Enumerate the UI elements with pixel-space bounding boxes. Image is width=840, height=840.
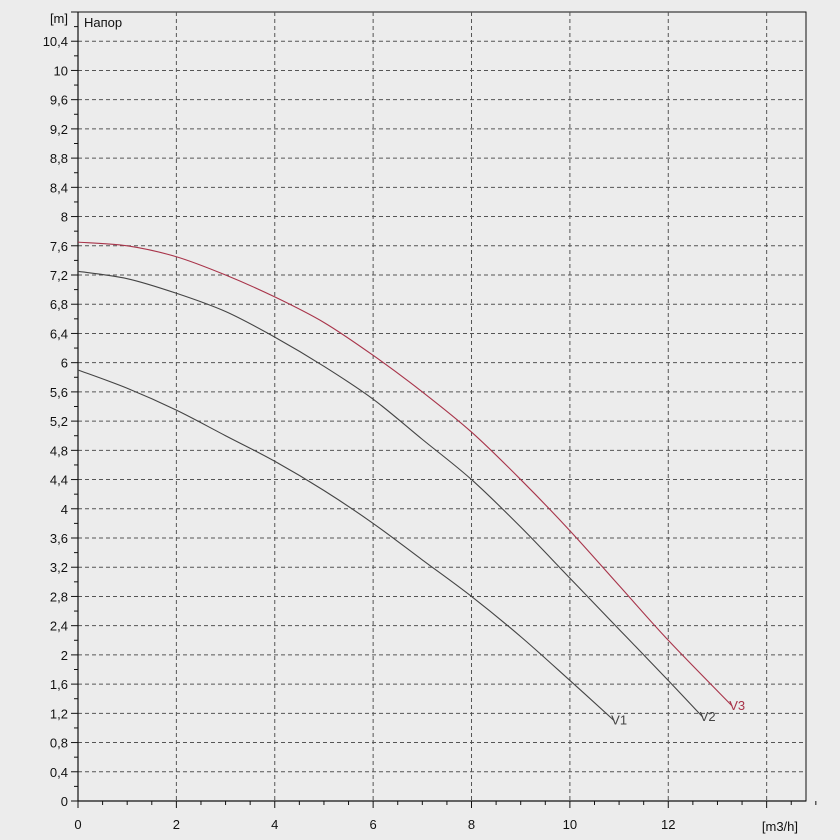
y-tick-label: 6,4 (50, 326, 68, 341)
chart-title: Напор (84, 15, 122, 30)
series-line-v3 (77, 241, 733, 707)
y-tick-label: 6,8 (50, 297, 68, 312)
x-tick-label: 10 (563, 817, 577, 832)
grid-lines (78, 12, 806, 801)
x-axis-unit-label: [m3/h] (762, 819, 798, 834)
y-tick-label: 10 (54, 63, 68, 78)
y-tick-label: 3,6 (50, 531, 68, 546)
y-tick-label: 4,4 (50, 473, 68, 488)
y-tick-label: 8,4 (50, 180, 68, 195)
x-tick-label: 4 (271, 817, 278, 832)
plot-area (77, 11, 807, 802)
series-lines: V1 V2 V3 (77, 241, 745, 728)
y-tick-label: 2,8 (50, 589, 68, 604)
y-tick-label: 2 (61, 648, 68, 663)
series-label-v2: V2 (700, 709, 716, 724)
y-tick-label: 4,8 (50, 443, 68, 458)
axes (71, 11, 817, 808)
y-tick-label: 4 (61, 502, 68, 517)
y-tick-label: 7,6 (50, 239, 68, 254)
y-tick-label: 0,4 (50, 765, 68, 780)
y-tick-label: 1,2 (50, 706, 68, 721)
y-tick-label: 3,2 (50, 560, 68, 575)
series-line-v2 (77, 270, 704, 718)
y-tick-label: 5,6 (50, 385, 68, 400)
y-tick-label: 8,8 (50, 151, 68, 166)
x-tick-label: 6 (370, 817, 377, 832)
y-tick-label: 0 (61, 794, 68, 809)
y-tick-label: 10,4 (43, 34, 68, 49)
y-tick-label: 6 (61, 356, 68, 371)
y-tick-label: 9,6 (50, 93, 68, 108)
x-tick-label: 0 (74, 817, 81, 832)
series-line-v1 (77, 369, 615, 722)
x-tick-label: 8 (468, 817, 475, 832)
series-label-v3: V3 (729, 698, 745, 713)
x-tick-label: 2 (173, 817, 180, 832)
x-tick-label: 12 (661, 817, 675, 832)
y-tick-label: 2,4 (50, 619, 68, 634)
y-tick-label: 5,2 (50, 414, 68, 429)
y-tick-label: 0,8 (50, 736, 68, 751)
series-label-v1: V1 (611, 713, 627, 728)
y-tick-label: 8 (61, 210, 68, 225)
y-tick-label: 1,6 (50, 677, 68, 692)
tick-labels: 0 0,4 0,8 1,2 1,6 2 2,4 2,8 3,2 3,6 4 4,4 4,8 5,2 5,6 6… (43, 34, 676, 832)
y-axis-unit-label: [m] (50, 11, 68, 26)
y-tick-label: 9,2 (50, 122, 68, 137)
y-tick-label: 7,2 (50, 268, 68, 283)
